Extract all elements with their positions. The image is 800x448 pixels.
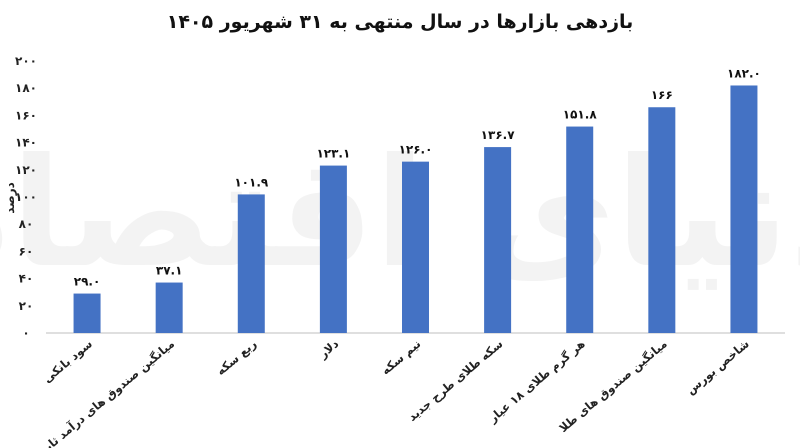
y-tick-label: ۶۰ [19,244,34,258]
data-label: ۱۶۶ [651,88,673,102]
category-label: سود بانکی [40,337,95,387]
y-tick-label: ۲۰ [19,299,34,313]
bar-series [73,85,758,334]
y-tick-label: ۸۰ [19,217,34,231]
category-label: دلار [315,337,341,362]
y-tick-label: ۱۲۰ [15,163,37,177]
y-tick-label: ۰ [22,326,29,340]
y-tick-label: ۲۰۰ [15,54,37,68]
bar [155,282,183,333]
data-label: ۱۸۲.۰ [727,66,761,80]
y-axis-label: درصد [3,182,17,214]
category-label: نیم سکه [378,337,423,378]
bar [237,194,265,333]
data-label: ۱۰۱.۹ [234,175,269,189]
bar [484,147,512,333]
data-label: ۱۲۳.۱ [316,147,350,161]
data-label: ۱۲۶.۰ [399,143,433,157]
y-tick-label: ۱۸۰ [15,81,37,95]
category-label: شاخص بورس [683,337,752,398]
y-tick-label: ۴۰ [19,272,34,286]
y-axis: ۰ ۲۰ ۴۰ ۶۰ ۸۰ ۱۰۰ ۱۲۰ ۱۴۰ ۱۶۰ ۱۸۰ ۲۰۰ [15,54,37,340]
bar [402,161,429,333]
data-label: ۱۵۱.۸ [563,108,598,122]
bar [730,85,758,333]
y-tick-label: ۱۴۰ [15,136,37,150]
y-tick-label: ۱۰۰ [15,190,37,204]
data-label: ۳۷.۱ [156,264,183,278]
data-label: ۲۹.۰ [74,275,101,289]
bar [648,107,676,334]
data-labels: ۲۹.۰ ۳۷.۱ ۱۰۱.۹ ۱۲۳.۱ ۱۲۶.۰ ۱۳۶.۷ ۱۵۱.۸ ۱۶۶ ۱۸۲.… [74,66,761,288]
category-label: ربع سکه [214,337,260,378]
chart-title: بازدهی بازارها در سال منتهی به ۳۱ شهریور… [167,11,634,33]
y-tick-label: ۱۶۰ [15,108,37,122]
category-label: میانگین صندوق های درآمد ثابت [33,337,178,448]
bar [566,126,594,333]
data-label: ۱۳۶.۷ [481,128,516,142]
bar [319,165,347,333]
bar [73,293,101,333]
